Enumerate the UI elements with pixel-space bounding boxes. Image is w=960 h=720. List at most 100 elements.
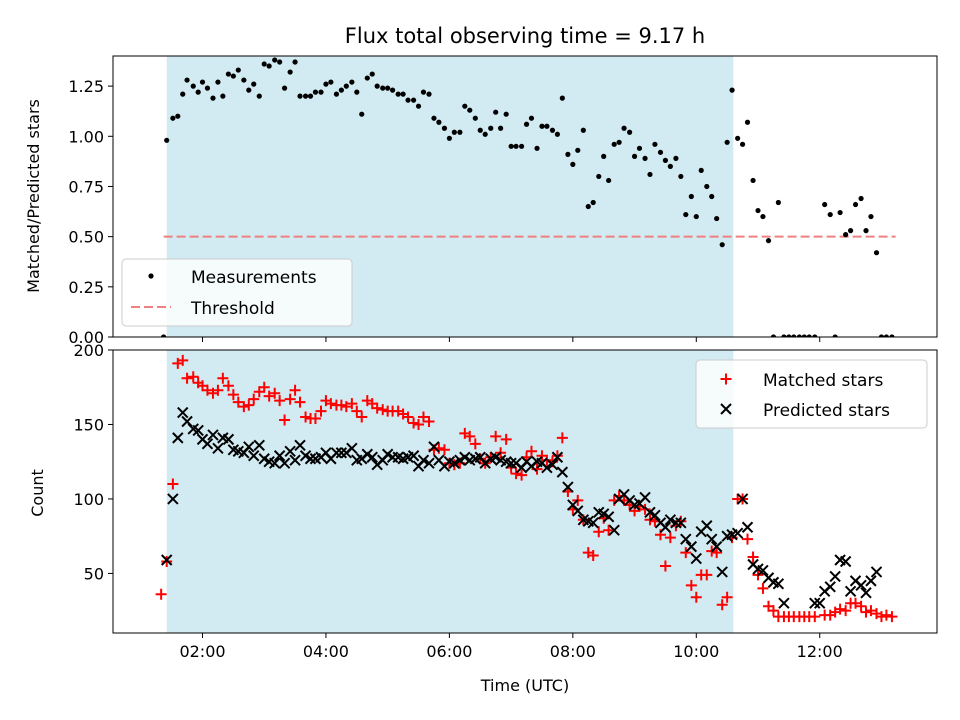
x-tick-label: 08:00 bbox=[550, 642, 596, 661]
measurement-point bbox=[878, 334, 885, 337]
legend-label-threshold: Threshold bbox=[190, 299, 275, 319]
measurement-point bbox=[652, 141, 658, 147]
bottom-y-axis-label: Count bbox=[28, 469, 47, 517]
measurement-point bbox=[575, 147, 581, 153]
predicted-stars-point bbox=[757, 564, 769, 577]
predicted-stars-point bbox=[860, 587, 872, 599]
top-y-tick-label: 0.50 bbox=[68, 228, 104, 247]
bottom-y-tick-label: 200 bbox=[73, 341, 104, 360]
measurement-point bbox=[657, 149, 664, 155]
bottom-y-tick-label: 50 bbox=[84, 564, 104, 583]
measurement-point bbox=[508, 143, 514, 149]
legend-box bbox=[121, 258, 353, 327]
matched-stars-point bbox=[217, 372, 229, 384]
x-tick-label: 02:00 bbox=[179, 642, 225, 661]
measurement-point bbox=[673, 155, 679, 161]
predicted-stars-point bbox=[294, 439, 306, 452]
measurement-point bbox=[739, 141, 746, 147]
predicted-stars-point bbox=[809, 597, 821, 609]
predicted-stars-point bbox=[273, 450, 286, 462]
predicted-stars-point bbox=[690, 552, 702, 565]
x-tick-label: 10:00 bbox=[673, 642, 719, 661]
legend-predicted-marker bbox=[720, 403, 732, 415]
matched-stars-point bbox=[850, 597, 862, 609]
matched-stars-point bbox=[767, 605, 779, 617]
predicted-stars-point bbox=[587, 517, 599, 529]
bottom-legend: Matched stars Predicted stars bbox=[695, 359, 928, 429]
measurement-point bbox=[781, 334, 787, 337]
predicted-stars-point bbox=[649, 509, 661, 522]
predicted-stars-point bbox=[608, 524, 620, 536]
matched-stars-point bbox=[603, 524, 615, 536]
predicted-stars-point bbox=[448, 457, 461, 469]
matched-stars-point bbox=[356, 411, 368, 423]
measurement-point bbox=[323, 81, 329, 87]
measurement-point bbox=[343, 83, 349, 89]
bottom-series-x bbox=[160, 406, 883, 609]
matched-stars-point bbox=[248, 393, 260, 405]
predicted-stars-point bbox=[710, 540, 723, 553]
matched-stars-point bbox=[167, 478, 179, 490]
matched-stars-point bbox=[177, 354, 189, 366]
measurement-point bbox=[590, 199, 596, 206]
matched-stars-point bbox=[294, 396, 306, 408]
measurement-point bbox=[858, 195, 864, 202]
matched-stars-point bbox=[423, 415, 435, 427]
matched-stars-point bbox=[516, 469, 528, 481]
matched-stars-point bbox=[464, 430, 476, 442]
matched-stars-point bbox=[269, 387, 281, 399]
measurement-point bbox=[431, 115, 437, 121]
measurement-point bbox=[230, 73, 236, 79]
measurement-point bbox=[436, 119, 442, 125]
measurement-point bbox=[822, 201, 828, 208]
matched-stars-point bbox=[238, 401, 250, 413]
measurement-point bbox=[349, 79, 355, 85]
measurement-point bbox=[596, 173, 602, 180]
measurement-point bbox=[693, 213, 699, 220]
matched-stars-point bbox=[309, 413, 321, 425]
measurement-point bbox=[606, 177, 612, 184]
matched-stars-point bbox=[556, 432, 568, 444]
matched-stars-point bbox=[834, 603, 846, 615]
measurement-point bbox=[170, 115, 176, 121]
measurement-point bbox=[410, 97, 417, 103]
measurement-point bbox=[420, 89, 427, 95]
measurement-point bbox=[750, 177, 756, 184]
predicted-stars-point bbox=[222, 433, 235, 446]
matched-stars-point bbox=[875, 611, 887, 623]
matched-stars-point bbox=[346, 398, 358, 410]
top-y-tick-label: 0.25 bbox=[68, 278, 104, 297]
predicted-stars-point bbox=[736, 493, 749, 505]
matched-stars-point bbox=[865, 605, 877, 617]
matched-stars-point bbox=[212, 384, 224, 396]
measurement-point bbox=[760, 213, 766, 220]
measurement-point bbox=[380, 85, 386, 91]
measurement-point bbox=[415, 103, 422, 109]
matched-stars-point bbox=[840, 605, 852, 617]
matched-stars-point bbox=[721, 591, 733, 603]
measurement-point bbox=[493, 109, 499, 115]
measurement-point bbox=[549, 127, 556, 133]
matched-stars-point bbox=[161, 556, 173, 568]
matched-stars-point bbox=[500, 433, 512, 445]
measurement-point bbox=[246, 87, 252, 93]
matched-stars-point bbox=[639, 503, 651, 515]
measurement-point bbox=[642, 155, 648, 161]
measurement-point bbox=[359, 111, 365, 117]
measurement-point bbox=[698, 167, 704, 174]
matched-stars-point bbox=[747, 551, 759, 563]
predicted-stars-point bbox=[407, 450, 420, 462]
measurement-point bbox=[164, 137, 170, 143]
measurement-point bbox=[786, 334, 792, 337]
matched-stars-point bbox=[809, 611, 821, 623]
top-legend: Measurements Threshold bbox=[121, 258, 353, 327]
bottom-panel: 02:00 04:00 06:00 08:00 10:00 12:00 50 100 150 20… bbox=[73, 341, 938, 661]
measurement-point bbox=[770, 334, 777, 337]
predicted-stars-point bbox=[844, 585, 857, 598]
matched-stars-point bbox=[340, 401, 352, 413]
matched-stars-point bbox=[402, 411, 414, 423]
predicted-stars-point bbox=[562, 481, 574, 493]
measurement-point bbox=[190, 83, 196, 89]
measurement-point bbox=[261, 61, 267, 67]
matched-stars-point bbox=[279, 414, 291, 426]
